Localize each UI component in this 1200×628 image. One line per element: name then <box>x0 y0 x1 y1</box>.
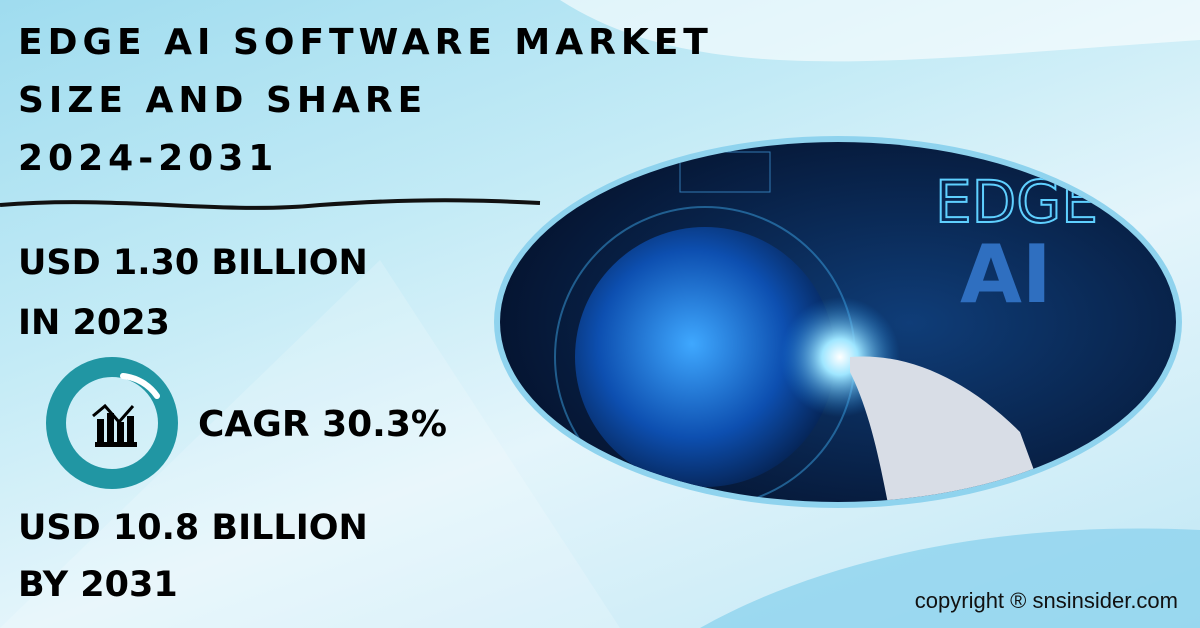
cagr-ring <box>46 357 178 489</box>
title-line-1: EDGE AI SOFTWARE MARKET <box>18 22 713 63</box>
start-year: IN 2023 <box>18 303 170 343</box>
title-line-2: SIZE AND SHARE <box>18 80 428 121</box>
end-year: BY 2031 <box>18 565 178 605</box>
start-value: USD 1.30 BILLION <box>18 243 368 283</box>
copyright: copyright ® snsinsider.com <box>914 588 1178 613</box>
image-text-edge: EDGE <box>935 168 1098 236</box>
chart-growth-icon <box>92 403 137 447</box>
brush-divider <box>0 198 541 210</box>
end-value: USD 10.8 BILLION <box>18 508 368 548</box>
cagr-value: CAGR 30.3% <box>198 404 447 445</box>
globe <box>575 227 835 487</box>
title-line-3: 2024-2031 <box>18 138 279 179</box>
edge-ai-hero-image: EDGE AI <box>494 136 1182 508</box>
image-text-ai: AI <box>960 228 1052 321</box>
robot-hand <box>850 356 1050 502</box>
